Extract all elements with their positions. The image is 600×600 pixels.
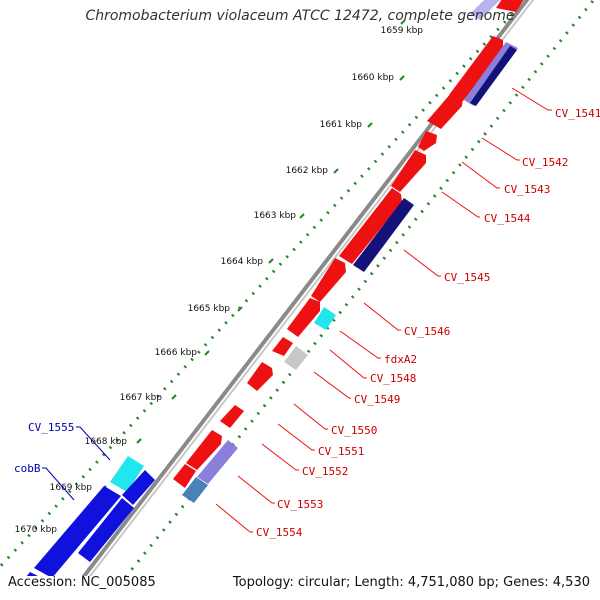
gene-label-cv-1543[interactable]: CV_1543 (504, 183, 550, 196)
leader-line (237, 475, 275, 504)
gene-label-cv-1550[interactable]: CV_1550 (331, 424, 377, 437)
gene-label-cv-1554[interactable]: CV_1554 (256, 526, 303, 539)
gene-label-cv-1549[interactable]: CV_1549 (354, 393, 400, 406)
gene-cv-1542-arrow[interactable] (418, 131, 437, 151)
gene-blue-inner-a[interactable] (122, 470, 155, 505)
gene-cv-1541-arrow[interactable] (449, 36, 503, 101)
tick-mark (171, 394, 177, 400)
leader-line (313, 371, 351, 399)
gene-steel-cv-1554[interactable] (182, 477, 208, 503)
tick-label: 1666 kbp (155, 348, 198, 358)
gene-gray-fdxa2[interactable] (284, 346, 308, 370)
leader-line (481, 137, 520, 161)
gene-label-cv-1545[interactable]: CV_1545 (444, 271, 490, 284)
tick-label: 1663 kbp (254, 211, 297, 221)
topology-label: Topology: circular; Length: 4,751,080 bp… (232, 575, 590, 590)
gene-cv-1548-arrow[interactable] (247, 362, 273, 391)
gene-fdxa2-arrow[interactable] (272, 337, 293, 356)
gene-navy-cv-1545[interactable] (353, 198, 414, 272)
leader-line (42, 467, 75, 501)
genome-title: Chromobacterium violaceum ATCC 12472, co… (85, 8, 515, 24)
gene-label-cv-1553[interactable]: CV_1553 (277, 498, 323, 511)
leader-line (329, 349, 367, 379)
tick-mark (400, 19, 406, 25)
gene-cv-1545-arrow[interactable] (311, 258, 346, 302)
tick-mark (237, 306, 243, 312)
gene-label-cv-1555[interactable]: CV_1555 (28, 421, 74, 434)
gene-lavender-top[interactable] (470, 0, 500, 20)
tick-label: 1659 kbp (381, 26, 424, 36)
tick-label: 1660 kbp (352, 73, 395, 83)
leader-line (76, 426, 111, 461)
tick-label: 1667 kbp (120, 393, 163, 403)
gene-label-cobb[interactable]: cobB (14, 462, 41, 475)
gene-label-cv-1541[interactable]: CV_1541 (555, 107, 600, 120)
gene-cv-1546-arrow[interactable] (287, 298, 320, 337)
gene-label-cv-1551[interactable]: CV_1551 (318, 445, 364, 458)
leader-line (215, 503, 253, 533)
accession-label: Accession: NC_005085 (8, 575, 156, 590)
tick-label: 1662 kbp (286, 166, 329, 176)
tick-mark (299, 213, 305, 219)
tick-label: 1661 kbp (320, 120, 363, 130)
gene-label-cv-1542[interactable]: CV_1542 (522, 156, 568, 169)
gene-label-fdxa2[interactable]: fdxA2 (384, 353, 417, 366)
tick-label: 1665 kbp (188, 304, 231, 314)
leader-line (461, 161, 500, 189)
gene-label-cv-1548[interactable]: CV_1548 (370, 372, 416, 385)
leader-line (441, 191, 480, 218)
reverse-strand-genes (14, 456, 155, 600)
gene-cyan-cv-1546[interactable] (314, 307, 336, 330)
tick-mark (268, 258, 274, 264)
tick-mark (333, 168, 339, 174)
tick-labels: 1659 kbp 1660 kbp 1661 kbp 1662 kbp 1663… (15, 26, 424, 535)
tick-label: 1668 kbp (85, 437, 128, 447)
forward-strand-genes (173, 0, 530, 488)
gene-cv-1543-arrow[interactable] (391, 150, 426, 192)
leader-lines (42, 87, 552, 533)
inner-dotted-ring (124, 0, 596, 576)
tick-label: 1669 kbp (50, 483, 93, 493)
gene-cv-1544-arrow[interactable] (339, 188, 402, 264)
inner-ring-genes (182, 0, 518, 503)
gene-label-cv-1546[interactable]: CV_1546 (404, 325, 450, 338)
leader-line (261, 443, 299, 471)
gene-cv-1550-arrow[interactable] (186, 430, 222, 470)
leader-line (277, 423, 315, 451)
tick-label: 1664 kbp (221, 257, 264, 267)
gene-labels: CV_1541 CV_1542 CV_1543 CV_1544 CV_1545 … (14, 107, 600, 539)
gene-navy-cv-1541[interactable] (470, 46, 517, 106)
gene-label-cv-1544[interactable]: CV_1544 (484, 212, 531, 225)
leader-line (293, 403, 328, 430)
tick-label: 1670 kbp (15, 525, 58, 535)
leader-line (403, 249, 441, 277)
tick-mark (204, 350, 210, 356)
leader-line (511, 87, 552, 111)
tick-mark (399, 75, 405, 81)
leader-line (363, 302, 401, 331)
gene-cv-1555-arrow[interactable] (110, 456, 144, 492)
gene-cv-1540-arrow[interactable] (496, 0, 530, 12)
gene-blue-inner-b[interactable] (78, 498, 134, 562)
gene-cv-1549-arrow[interactable] (220, 405, 244, 428)
gene-label-cv-1552[interactable]: CV_1552 (302, 465, 348, 478)
gene-cv-1541b-arrow[interactable] (427, 92, 463, 129)
gene-blue-lower[interactable] (14, 572, 46, 600)
tick-mark (367, 122, 373, 128)
tick-mark (136, 438, 142, 444)
gene-cv-1551-arrow[interactable] (173, 464, 196, 488)
leader-line (339, 330, 381, 359)
gene-cobb-arrow[interactable] (34, 486, 121, 578)
gene-lavender-cv-1553[interactable] (197, 440, 238, 484)
